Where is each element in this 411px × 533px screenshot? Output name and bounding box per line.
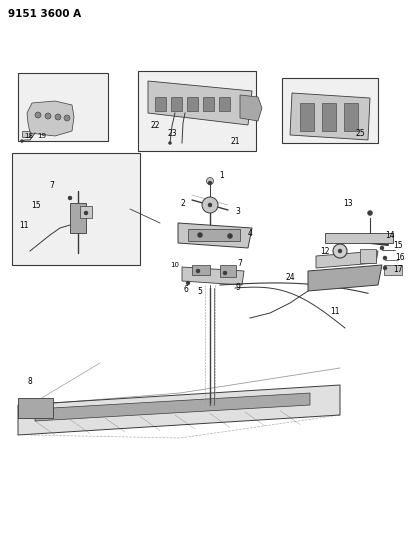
Polygon shape <box>240 95 262 121</box>
Text: 10: 10 <box>171 262 180 268</box>
Polygon shape <box>290 93 370 140</box>
Text: 13: 13 <box>343 198 353 207</box>
Text: 1: 1 <box>219 172 224 181</box>
Circle shape <box>367 211 372 215</box>
Circle shape <box>208 203 212 207</box>
Circle shape <box>84 211 88 215</box>
Bar <box>138 71 256 151</box>
Text: 8: 8 <box>28 376 32 385</box>
Circle shape <box>206 177 213 184</box>
Circle shape <box>68 196 72 200</box>
Text: 15: 15 <box>393 241 403 251</box>
Text: 12: 12 <box>320 246 330 255</box>
Polygon shape <box>308 265 382 291</box>
Text: 6: 6 <box>184 285 188 294</box>
Text: 17: 17 <box>393 264 403 273</box>
Text: 3: 3 <box>236 206 240 215</box>
Text: 11: 11 <box>19 221 29 230</box>
Text: 7: 7 <box>50 182 54 190</box>
Text: 24: 24 <box>285 273 295 282</box>
Circle shape <box>228 233 233 238</box>
Text: 15: 15 <box>31 200 41 209</box>
Text: 22: 22 <box>150 120 160 130</box>
Bar <box>187 97 198 111</box>
Polygon shape <box>178 223 252 248</box>
Bar <box>18 398 53 418</box>
Polygon shape <box>27 101 74 136</box>
Text: 7: 7 <box>238 259 242 268</box>
Circle shape <box>21 140 23 142</box>
Bar <box>300 103 314 131</box>
Bar <box>155 97 166 111</box>
Text: 4: 4 <box>247 229 252 238</box>
Polygon shape <box>35 393 310 421</box>
Circle shape <box>55 114 61 120</box>
Bar <box>171 97 182 111</box>
Circle shape <box>198 232 203 238</box>
Circle shape <box>35 112 41 118</box>
Circle shape <box>45 113 51 119</box>
Circle shape <box>333 244 347 258</box>
Polygon shape <box>316 251 378 268</box>
Text: 9: 9 <box>236 284 240 293</box>
Bar <box>18 73 108 141</box>
Bar <box>188 229 240 241</box>
Bar <box>203 97 214 111</box>
Text: 9151 3600 A: 9151 3600 A <box>8 9 81 19</box>
Circle shape <box>223 271 227 275</box>
Bar <box>70 203 86 233</box>
Text: 16: 16 <box>395 254 405 262</box>
Text: 2: 2 <box>180 198 185 207</box>
Bar <box>22 131 30 137</box>
Text: 18: 18 <box>25 133 34 139</box>
Circle shape <box>202 197 218 213</box>
Circle shape <box>169 141 171 144</box>
Text: 19: 19 <box>37 133 46 139</box>
Bar <box>322 103 336 131</box>
Polygon shape <box>18 385 340 435</box>
Polygon shape <box>182 267 244 285</box>
Circle shape <box>186 281 190 285</box>
Circle shape <box>64 115 70 121</box>
Text: 11: 11 <box>330 306 340 316</box>
Bar <box>220 265 236 277</box>
Circle shape <box>383 256 387 260</box>
Polygon shape <box>148 81 252 125</box>
Bar <box>360 249 376 263</box>
Bar <box>219 97 230 111</box>
Text: 5: 5 <box>198 287 203 295</box>
Circle shape <box>208 181 212 185</box>
Circle shape <box>383 266 387 270</box>
Bar <box>282 78 378 143</box>
Bar <box>344 103 358 131</box>
Text: 14: 14 <box>385 230 395 239</box>
Bar <box>192 265 210 275</box>
Circle shape <box>338 249 342 253</box>
Text: 23: 23 <box>167 128 177 138</box>
Circle shape <box>196 269 200 273</box>
Text: 25: 25 <box>355 128 365 138</box>
Text: 21: 21 <box>230 136 240 146</box>
Bar <box>384 265 402 275</box>
Circle shape <box>380 246 384 250</box>
Bar <box>12 153 140 265</box>
Bar <box>325 233 393 243</box>
Bar <box>80 206 92 218</box>
